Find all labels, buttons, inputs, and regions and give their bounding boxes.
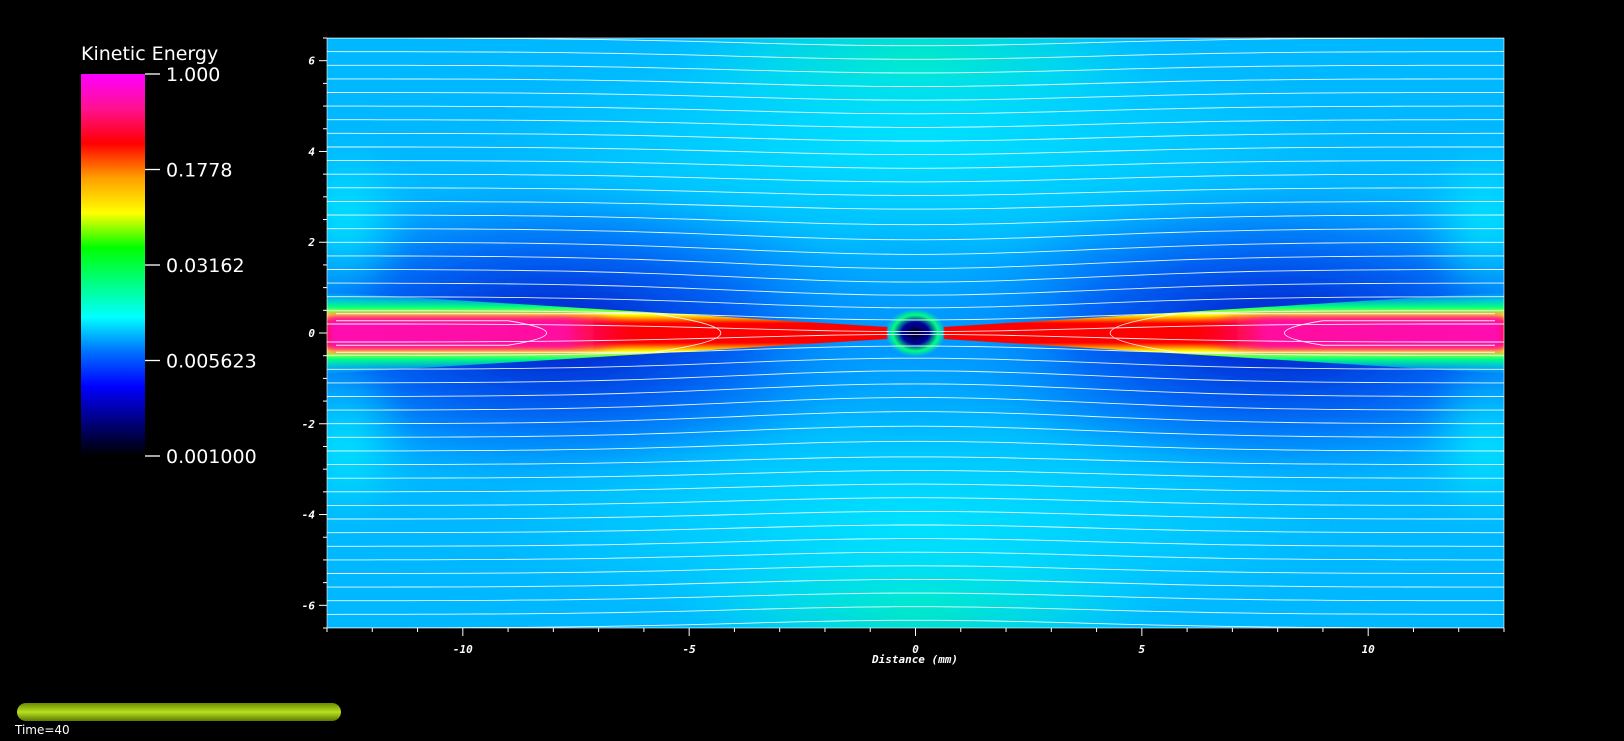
field-line [327, 440, 1504, 452]
field-line [327, 333, 1504, 343]
y-tick-label: 2 [307, 236, 315, 249]
field-line [327, 146, 1504, 156]
colorbar-tick-label: 0.001000 [166, 446, 257, 468]
field-line [327, 578, 1504, 588]
field-line [327, 592, 1504, 602]
field-region [1424, 366, 1504, 527]
progress-bar [17, 703, 341, 721]
colorbar-tick-label: 1.000 [166, 64, 220, 86]
field-line [327, 64, 1504, 74]
colorbar-tick-label: 0.03162 [166, 255, 245, 277]
field-line [327, 173, 1504, 183]
field-line [327, 538, 1504, 547]
field-line [1109, 313, 1495, 353]
y-tick-label: -4 [302, 509, 316, 522]
field-line [327, 397, 1504, 411]
field-line [327, 425, 1504, 438]
field-line [327, 92, 1504, 101]
field-line [327, 497, 1504, 506]
field-line [327, 200, 1504, 210]
field-line [327, 551, 1504, 561]
field-line [327, 78, 1504, 88]
field-line [327, 606, 1504, 615]
x-tick-label: 0 [912, 643, 919, 656]
field-line [327, 383, 1504, 397]
field-line [327, 132, 1504, 142]
field-region [327, 139, 407, 300]
field-line [327, 345, 1504, 357]
field-line [327, 510, 1504, 520]
x-axis-title: Distance (mm) [871, 653, 958, 666]
y-tick-label: 6 [308, 55, 315, 68]
field-line [327, 483, 1504, 493]
field-line [327, 255, 1504, 269]
heatmap-plot: 6 4 2 0 -2 -4 -6 -10 -5 0 5 10 Distance (mm) [302, 37, 1505, 666]
field-line [327, 619, 1504, 628]
field-line [327, 309, 1504, 321]
null-point [885, 309, 946, 357]
field-line [327, 269, 1504, 283]
field-line [327, 323, 1504, 333]
legend-title: Kinetic Energy [81, 43, 218, 65]
x-tick-label: -10 [453, 643, 473, 656]
field-line [327, 51, 1504, 60]
field-line [327, 119, 1504, 128]
field-line [327, 241, 1504, 255]
field-line [327, 565, 1504, 574]
x-tick-label: -5 [683, 643, 697, 656]
y-tick-label: -2 [302, 418, 316, 431]
field-line [327, 160, 1504, 169]
time-label: Time=40 [14, 723, 70, 737]
field-line [327, 38, 1504, 47]
heatmap-field [327, 38, 1504, 628]
field-line [1284, 320, 1495, 346]
field-line [336, 320, 547, 346]
y-tick-label: 0 [308, 327, 315, 340]
colorbar-tick-label: 0.005623 [166, 351, 257, 373]
field-line [336, 313, 722, 353]
field-line [327, 282, 1504, 296]
field-line [327, 214, 1504, 226]
field-lines [327, 38, 1504, 628]
field-line [327, 456, 1504, 466]
colorbar [81, 74, 145, 456]
field-line [327, 296, 1504, 309]
axes: 6 4 2 0 -2 -4 -6 -10 -5 0 5 10 [302, 37, 1505, 656]
field-line [327, 105, 1504, 115]
x-tick-label: 10 [1362, 643, 1376, 656]
field-line [327, 357, 1504, 370]
field-region [327, 366, 407, 527]
y-tick-label: 4 [308, 145, 315, 158]
field-line [327, 187, 1504, 196]
color-legend: Kinetic Energy 1.000 0.1778 0.03162 0.00562… [81, 43, 257, 468]
colorbar-ticks: 1.000 0.1778 0.03162 0.005623 0.001000 [145, 64, 257, 468]
field-line [327, 470, 1504, 479]
field-line [327, 524, 1504, 534]
field-line [327, 370, 1504, 384]
colorbar-tick-label: 0.1778 [166, 160, 232, 182]
field-line [327, 411, 1504, 425]
field-line [327, 228, 1504, 241]
y-tick-label: -6 [302, 599, 316, 612]
x-tick-label: 5 [1139, 643, 1146, 656]
field-region [1424, 139, 1504, 300]
